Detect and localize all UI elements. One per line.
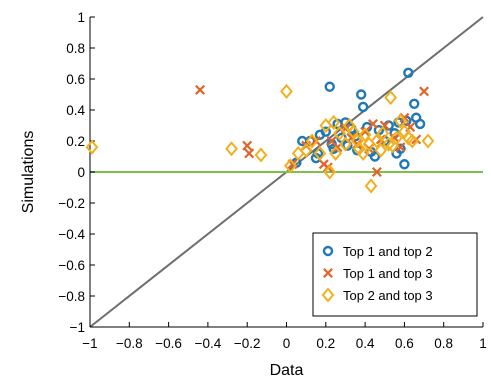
y-tick-label: −0.8 <box>58 289 85 304</box>
data-point-diamond <box>376 125 390 141</box>
data-point-diamond <box>390 130 403 146</box>
data-points <box>85 67 435 194</box>
x-tick-label: −0.2 <box>234 336 261 351</box>
y-tick-label: −0.6 <box>58 258 85 273</box>
data-point-diamond <box>350 133 364 149</box>
data-point-x <box>371 167 382 177</box>
legend: Top 1 and top 2 Top 1 and top 3 Top 2 and … <box>312 232 478 317</box>
data-point-diamond <box>284 158 297 174</box>
data-point-diamond <box>85 139 99 155</box>
data-point-circle <box>320 126 331 137</box>
legend-marker-x <box>323 268 333 278</box>
data-point-diamond <box>305 133 319 149</box>
x-tick-label: −0.4 <box>195 336 222 351</box>
y-tick-label: −0.4 <box>58 227 85 242</box>
data-point-diamond <box>280 83 293 99</box>
data-point-x <box>244 148 255 159</box>
data-point-diamond <box>323 164 337 180</box>
data-point-diamond <box>327 114 341 130</box>
data-point-diamond <box>374 142 388 158</box>
axes: Data Simulations −1 −0.8 −0.6 −0.4 −0.2 0 0.2 0… <box>20 10 487 379</box>
data-point-circle <box>355 89 367 100</box>
data-point-circle <box>399 159 410 170</box>
data-point-x <box>419 86 430 97</box>
data-point-diamond <box>329 145 343 161</box>
x-tick-label: −0.6 <box>155 336 182 351</box>
data-point-x <box>242 140 253 151</box>
y-tick-label: −0.2 <box>58 196 85 211</box>
data-point-diamond <box>364 178 378 194</box>
data-point-diamond <box>333 125 346 141</box>
legend-label: Top 1 and top 2 <box>343 244 433 259</box>
x-tick-label: 0 <box>283 336 291 351</box>
data-point-x <box>360 126 371 137</box>
y-tick-label: −1 <box>70 320 85 335</box>
x-tick-label: 0.2 <box>316 336 335 351</box>
y-tick-label: 0.4 <box>66 103 85 118</box>
data-point-diamond <box>225 141 238 157</box>
data-point-circle <box>324 81 335 92</box>
x-tick-label: 0.8 <box>434 336 453 351</box>
legend-box <box>312 232 478 317</box>
data-point-diamond <box>405 133 419 149</box>
y-tick-label: 0.6 <box>66 72 85 87</box>
data-point-circle <box>391 148 402 159</box>
legend-label: Top 2 and top 3 <box>343 288 433 303</box>
legend-marker-circle <box>322 245 334 257</box>
data-point-circle <box>369 151 381 162</box>
data-point-diamond <box>339 136 352 152</box>
y-axis-label: Simulations <box>20 131 37 214</box>
x-tick-label: −0.8 <box>116 336 143 351</box>
y-tick-label: 1 <box>77 10 85 25</box>
data-point-diamond <box>313 145 327 161</box>
data-point-diamond <box>370 133 384 149</box>
data-point-circle <box>409 98 420 110</box>
legend-marker-diamond <box>321 287 335 303</box>
y-tick-label: 0 <box>77 165 85 180</box>
data-point-circle <box>414 118 426 130</box>
data-point-diamond <box>356 145 370 161</box>
data-point-diamond <box>254 147 268 163</box>
data-point-diamond <box>384 90 398 106</box>
x-axis-label: Data <box>270 362 304 379</box>
x-tick-label: 0.4 <box>356 336 375 351</box>
data-point-diamond <box>358 127 372 143</box>
y-tick-label: 0.8 <box>66 41 85 56</box>
data-point-circle <box>403 67 414 79</box>
data-point-diamond <box>394 113 407 129</box>
data-point-diamond <box>382 136 396 152</box>
data-point-diamond <box>299 142 313 158</box>
data-point-diamond <box>346 124 360 140</box>
y-tick-label: 0.2 <box>66 134 85 149</box>
reference-lines <box>89 16 484 328</box>
data-point-x <box>195 84 206 95</box>
x-tick-label: 0.6 <box>395 336 414 351</box>
data-point-circle <box>357 101 369 113</box>
x-tick-label: −1 <box>82 336 97 351</box>
x-tick-label: 1 <box>479 336 487 351</box>
data-point-diamond <box>421 133 435 149</box>
legend-label: Top 1 and top 3 <box>343 266 433 281</box>
data-point-x <box>367 118 378 129</box>
